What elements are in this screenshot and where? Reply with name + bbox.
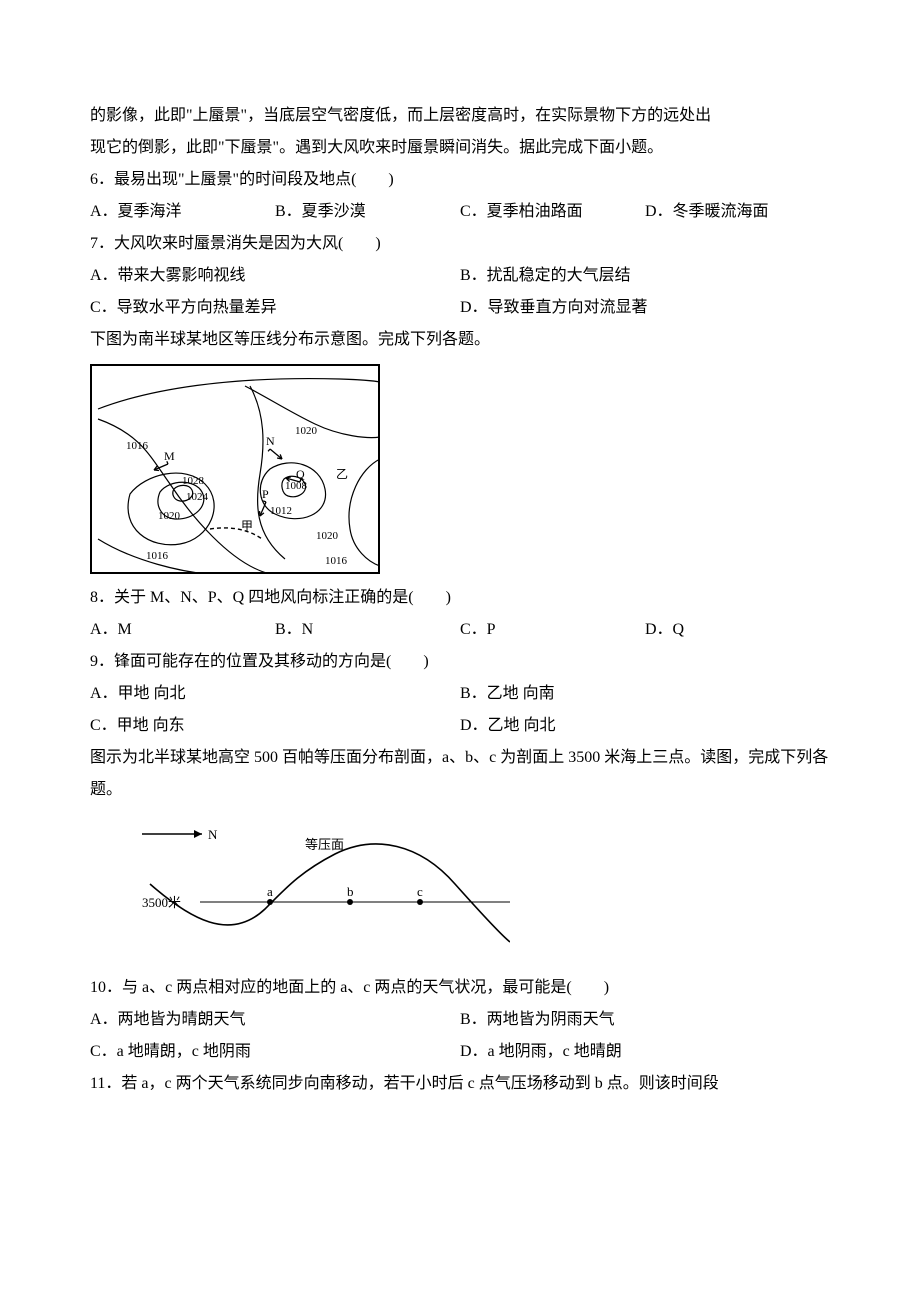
chart-intro: 图示为北半球某地高空 500 百帕等压面分布剖面，a、b、c 为剖面上 3500… bbox=[90, 742, 830, 806]
intro-line-2: 现它的倒影，此即"下蜃景"。遇到大风吹来时蜃景瞬间消失。据此完成下面小题。 bbox=[90, 132, 830, 164]
isobar-map-figure: 1016102010241028101610201008101210201016… bbox=[90, 364, 830, 574]
q9-options: A．甲地 向北 B．乙地 向南 C．甲地 向东 D．乙地 向北 bbox=[90, 678, 830, 742]
q8-opt-b[interactable]: B．N bbox=[275, 614, 460, 646]
q6-opt-d[interactable]: D．冬季暖流海面 bbox=[645, 196, 830, 228]
intro-line-1: 的影像，此即"上蜃景"，当底层空气密度低，而上层密度高时，在实际景物下方的远处出 bbox=[90, 100, 830, 132]
q8-options: A．M B．N C．P D．Q bbox=[90, 614, 830, 646]
svg-text:N: N bbox=[266, 434, 275, 448]
svg-text:乙: 乙 bbox=[336, 467, 348, 481]
q10-stem: 10．与 a、c 两点相对应的地面上的 a、c 两点的天气状况，最可能是( ) bbox=[90, 972, 830, 1004]
q10-opt-c[interactable]: C．a 地晴朗，c 地阴雨 bbox=[90, 1036, 460, 1068]
q7-opt-a[interactable]: A．带来大雾影响视线 bbox=[90, 260, 460, 292]
svg-text:1016: 1016 bbox=[146, 550, 169, 562]
svg-text:Q: Q bbox=[296, 467, 305, 481]
q9-opt-c[interactable]: C．甲地 向东 bbox=[90, 710, 460, 742]
q6-opt-c[interactable]: C．夏季柏油路面 bbox=[460, 196, 645, 228]
svg-text:c: c bbox=[417, 884, 423, 899]
isobar-profile-svg: N 等压面 3500米 a b c bbox=[90, 814, 510, 964]
svg-text:甲: 甲 bbox=[241, 519, 253, 533]
svg-text:b: b bbox=[347, 884, 354, 899]
svg-text:P: P bbox=[262, 487, 269, 501]
svg-text:等压面: 等压面 bbox=[305, 837, 344, 852]
q7-opt-c[interactable]: C．导致水平方向热量差异 bbox=[90, 292, 460, 324]
q8-opt-c[interactable]: C．P bbox=[460, 614, 645, 646]
q8-opt-d[interactable]: D．Q bbox=[645, 614, 830, 646]
q10-options: A．两地皆为晴朗天气 B．两地皆为阴雨天气 C．a 地晴朗，c 地阴雨 D．a … bbox=[90, 1004, 830, 1068]
svg-text:3500米: 3500米 bbox=[142, 895, 181, 910]
q7-opt-b[interactable]: B．扰乱稳定的大气层结 bbox=[460, 260, 830, 292]
q6-stem: 6．最易出现"上蜃景"的时间段及地点( ) bbox=[90, 164, 830, 196]
q9-stem: 9．锋面可能存在的位置及其移动的方向是( ) bbox=[90, 646, 830, 678]
isobar-map-svg: 1016102010241028101610201008101210201016… bbox=[90, 364, 380, 574]
q6-opt-b[interactable]: B．夏季沙漠 bbox=[275, 196, 460, 228]
svg-text:1020: 1020 bbox=[295, 425, 318, 437]
svg-text:a: a bbox=[267, 884, 273, 899]
q6-opt-a[interactable]: A．夏季海洋 bbox=[90, 196, 275, 228]
q7-options: A．带来大雾影响视线 B．扰乱稳定的大气层结 C．导致水平方向热量差异 D．导致… bbox=[90, 260, 830, 324]
svg-text:1028: 1028 bbox=[182, 475, 205, 487]
q8-stem: 8．关于 M、N、P、Q 四地风向标注正确的是( ) bbox=[90, 582, 830, 614]
q7-stem: 7．大风吹来时蜃景消失是因为大风( ) bbox=[90, 228, 830, 260]
q7-opt-d[interactable]: D．导致垂直方向对流显著 bbox=[460, 292, 830, 324]
isobar-profile-figure: N 等压面 3500米 a b c bbox=[90, 814, 830, 964]
svg-text:M: M bbox=[164, 449, 175, 463]
q10-opt-a[interactable]: A．两地皆为晴朗天气 bbox=[90, 1004, 460, 1036]
svg-text:1008: 1008 bbox=[285, 480, 308, 492]
q9-opt-a[interactable]: A．甲地 向北 bbox=[90, 678, 460, 710]
svg-text:1012: 1012 bbox=[270, 505, 292, 517]
q10-opt-b[interactable]: B．两地皆为阴雨天气 bbox=[460, 1004, 830, 1036]
svg-text:1016: 1016 bbox=[325, 555, 348, 567]
q9-opt-d[interactable]: D．乙地 向北 bbox=[460, 710, 830, 742]
q11-stem: 11．若 a，c 两个天气系统同步向南移动，若干小时后 c 点气压场移动到 b … bbox=[90, 1068, 830, 1100]
svg-text:N: N bbox=[208, 827, 218, 842]
q10-opt-d[interactable]: D．a 地阴雨，c 地晴朗 bbox=[460, 1036, 830, 1068]
svg-text:1020: 1020 bbox=[316, 530, 339, 542]
map-intro: 下图为南半球某地区等压线分布示意图。完成下列各题。 bbox=[90, 324, 830, 356]
q9-opt-b[interactable]: B．乙地 向南 bbox=[460, 678, 830, 710]
q8-opt-a[interactable]: A．M bbox=[90, 614, 275, 646]
q6-options: A．夏季海洋 B．夏季沙漠 C．夏季柏油路面 D．冬季暖流海面 bbox=[90, 196, 830, 228]
svg-text:1024: 1024 bbox=[186, 491, 209, 503]
